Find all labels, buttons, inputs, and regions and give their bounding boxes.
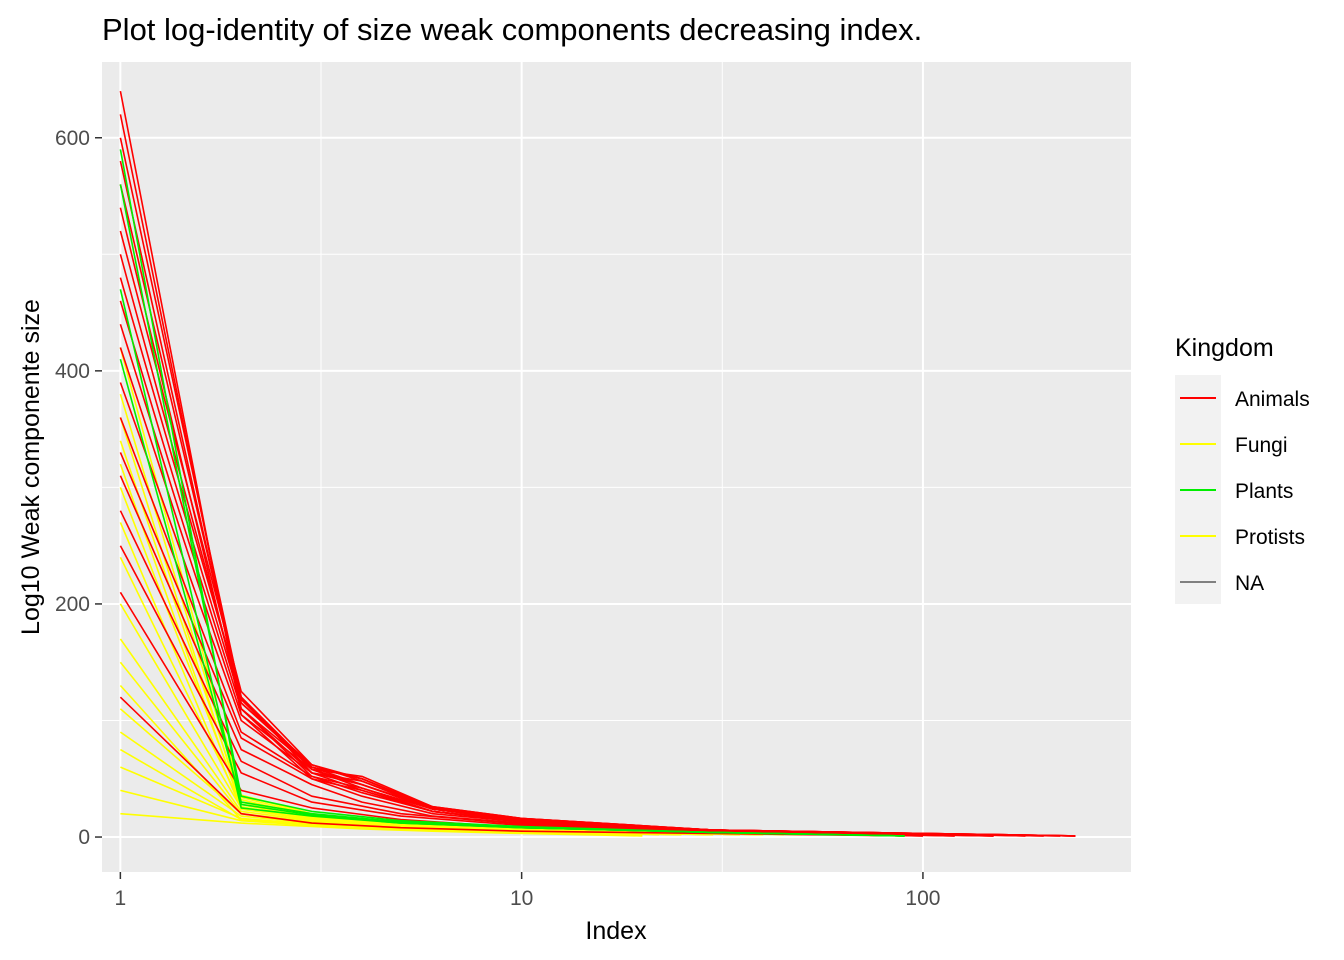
legend-label-fungi: Fungi [1235,434,1288,457]
series-line-protists [119,417,764,836]
legend-title: Kingdom [1175,334,1274,362]
legend-label-protists: Protists [1235,526,1305,549]
series-line-plants [119,149,905,837]
x-tick-label: 10 [510,887,533,910]
legend-label-animals: Animals [1235,388,1310,411]
y-tick-label: 0 [78,826,90,849]
series-line-animals [119,90,1076,837]
series-line-protists [119,748,682,836]
series-line-fungi [120,812,643,837]
legend-entries: Animals Fungi Plants Protists NA [1180,388,1310,595]
x-axis-title: Index [585,917,647,945]
y-tick-label: 600 [55,127,90,150]
legend-label-na: NA [1235,572,1264,595]
axis-layer: 0 200 400 600 1 10 100 [55,127,940,910]
x-tick-label: 100 [905,887,940,910]
x-tick-label: 1 [115,887,127,910]
y-tick-label: 200 [55,593,90,616]
legend-label-plants: Plants [1235,480,1293,503]
grid-layer [102,62,1131,872]
y-axis-title: Log10 Weak componente size [17,299,45,635]
plot-panel [102,62,1131,872]
y-tick-label: 400 [55,360,90,383]
legend: Kingdom Animals Fungi Plants Protists NA [1175,334,1310,604]
series-layer [119,90,1076,837]
chart-title: Plot log-identity of size weak component… [102,12,922,47]
series-line-animals [119,696,905,837]
